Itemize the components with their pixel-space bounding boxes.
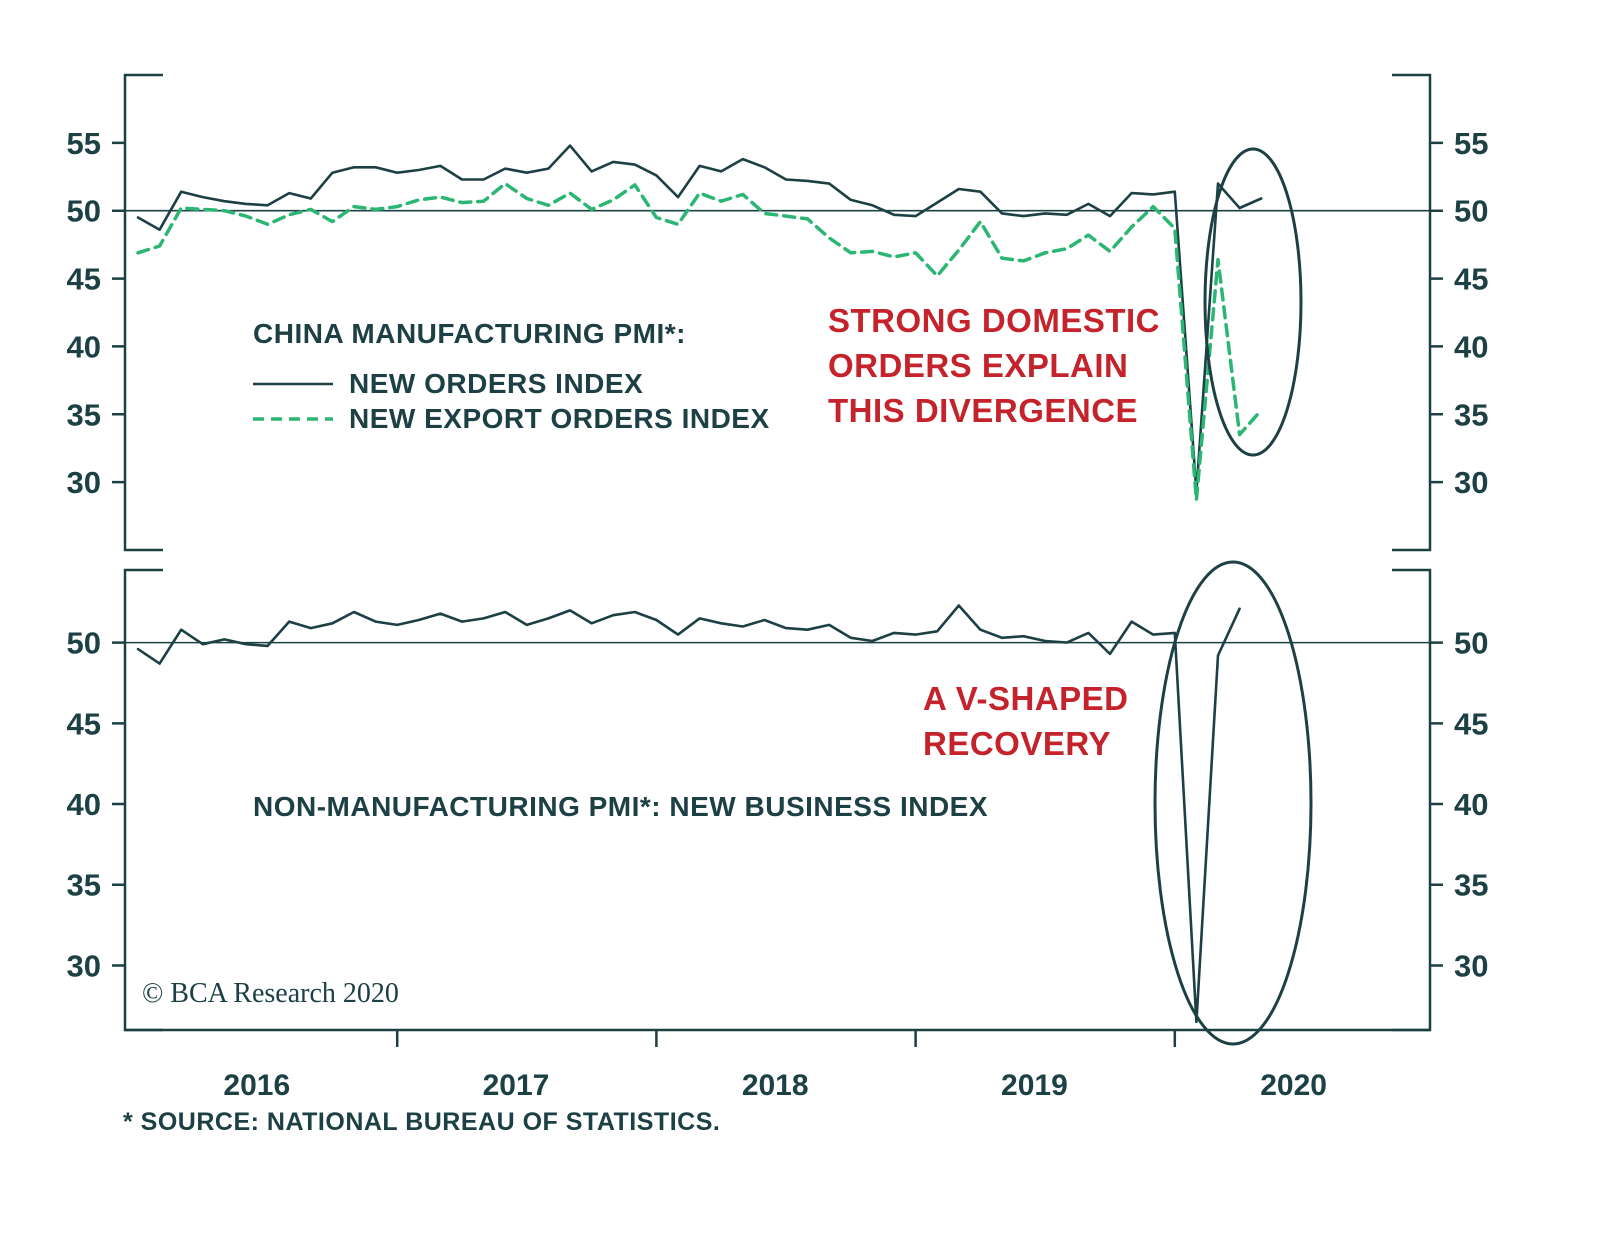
y-tick-label: 45: [1454, 706, 1488, 741]
y-tick-label: 45: [67, 262, 101, 297]
y-tick-label: 40: [1454, 787, 1488, 822]
x-tick-label: 2019: [1001, 1069, 1068, 1102]
series-line-new-export-orders-index: [136, 181, 1263, 502]
highlight-ellipse-top: [1203, 147, 1303, 457]
y-tick-label: 30: [67, 465, 101, 500]
y-tick-label: 35: [1454, 868, 1488, 903]
y-tick-label: 50: [67, 194, 101, 229]
y-tick-label: 45: [1454, 262, 1488, 297]
x-tick-label: 2016: [223, 1069, 290, 1102]
y-tick-label: 50: [67, 626, 101, 661]
x-tick-label: 2017: [483, 1069, 550, 1102]
y-tick-label: 30: [1454, 948, 1488, 983]
y-tick-label: 40: [1454, 329, 1488, 364]
legend-item-new-export-orders: NEW EXPORT ORDERS INDEX: [349, 403, 770, 434]
series-line-new-business-index: [136, 604, 1241, 1024]
y-tick-label: 55: [1454, 126, 1488, 161]
x-tick-label: 2018: [742, 1069, 809, 1102]
y-tick-label: 50: [1454, 194, 1488, 229]
source-footnote: * SOURCE: NATIONAL BUREAU OF STATISTICS.: [123, 1108, 721, 1136]
y-tick-label: 50: [1454, 626, 1488, 661]
annotation-v-shaped: A V-SHAPED RECOVERY: [923, 680, 1129, 762]
nonmanufacturing-label: NON-MANUFACTURING PMI*: NEW BUSINESS IND…: [253, 791, 989, 822]
y-tick-label: 40: [67, 329, 101, 364]
y-tick-label: 35: [67, 397, 101, 432]
y-tick-label: 45: [67, 706, 101, 741]
y-tick-label: 40: [67, 787, 101, 822]
y-tick-label: 35: [67, 868, 101, 903]
highlight-ellipse-bottom: [1153, 560, 1313, 1046]
y-tick-label: 35: [1454, 397, 1488, 432]
y-tick-label: 30: [67, 948, 101, 983]
annotation-divergence: STRONG DOMESTIC ORDERS EXPLAIN THIS DIVE…: [828, 302, 1161, 429]
x-tick-label: 2020: [1260, 1069, 1327, 1102]
y-tick-label: 55: [67, 126, 101, 161]
panel-axis: [123, 73, 1432, 552]
y-tick-label: 30: [1454, 465, 1488, 500]
legend-title: CHINA MANUFACTURING PMI*:: [253, 318, 686, 349]
copyright: © BCA Research 2020: [142, 978, 399, 1009]
series-line-new-orders-index: [136, 144, 1263, 493]
legend-item-new-orders: NEW ORDERS INDEX: [349, 368, 644, 399]
